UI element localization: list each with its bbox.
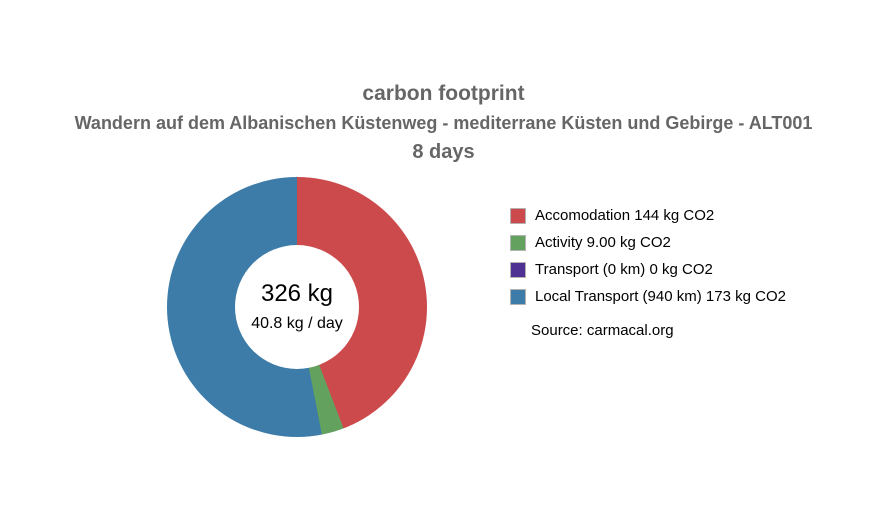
legend-item-local-transport[interactable]: Local Transport (940 km) 173 kg CO2: [510, 288, 786, 305]
legend-label-activity: Activity 9.00 kg CO2: [535, 234, 671, 251]
legend-item-activity[interactable]: Activity 9.00 kg CO2: [510, 234, 786, 251]
source-note: Source: carmacal.org: [531, 322, 674, 339]
chart-subtitle: Wandern auf dem Albanischen Küstenweg - …: [74, 113, 813, 133]
legend: Accomodation 144 kg CO2 Activity 9.00 kg…: [510, 207, 786, 305]
legend-swatch-activity: [510, 234, 526, 251]
chart-header: carbon footprint Wandern auf dem Albanis…: [0, 80, 887, 167]
legend-item-transport[interactable]: Transport (0 km) 0 kg CO2: [510, 261, 786, 278]
legend-label-accomodation: Accomodation 144 kg CO2: [535, 207, 715, 224]
legend-swatch-local-transport: [510, 288, 526, 305]
legend-swatch-accomodation: [510, 207, 526, 224]
donut-chart[interactable]: 326 kg 40.8 kg / day: [167, 177, 427, 437]
total-emissions-label: 326 kg: [260, 280, 334, 307]
donut-center: 326 kg 40.8 kg / day: [235, 245, 359, 369]
per-day-emissions-label: 40.8 kg / day: [251, 315, 343, 332]
legend-swatch-transport: [510, 261, 526, 278]
chart-duration: 8 days: [412, 141, 475, 163]
chart-title: carbon footprint: [362, 82, 525, 105]
legend-label-local-transport: Local Transport (940 km) 173 kg CO2: [535, 288, 786, 305]
legend-item-accomodation[interactable]: Accomodation 144 kg CO2: [510, 207, 786, 224]
legend-label-transport: Transport (0 km) 0 kg CO2: [535, 261, 713, 278]
